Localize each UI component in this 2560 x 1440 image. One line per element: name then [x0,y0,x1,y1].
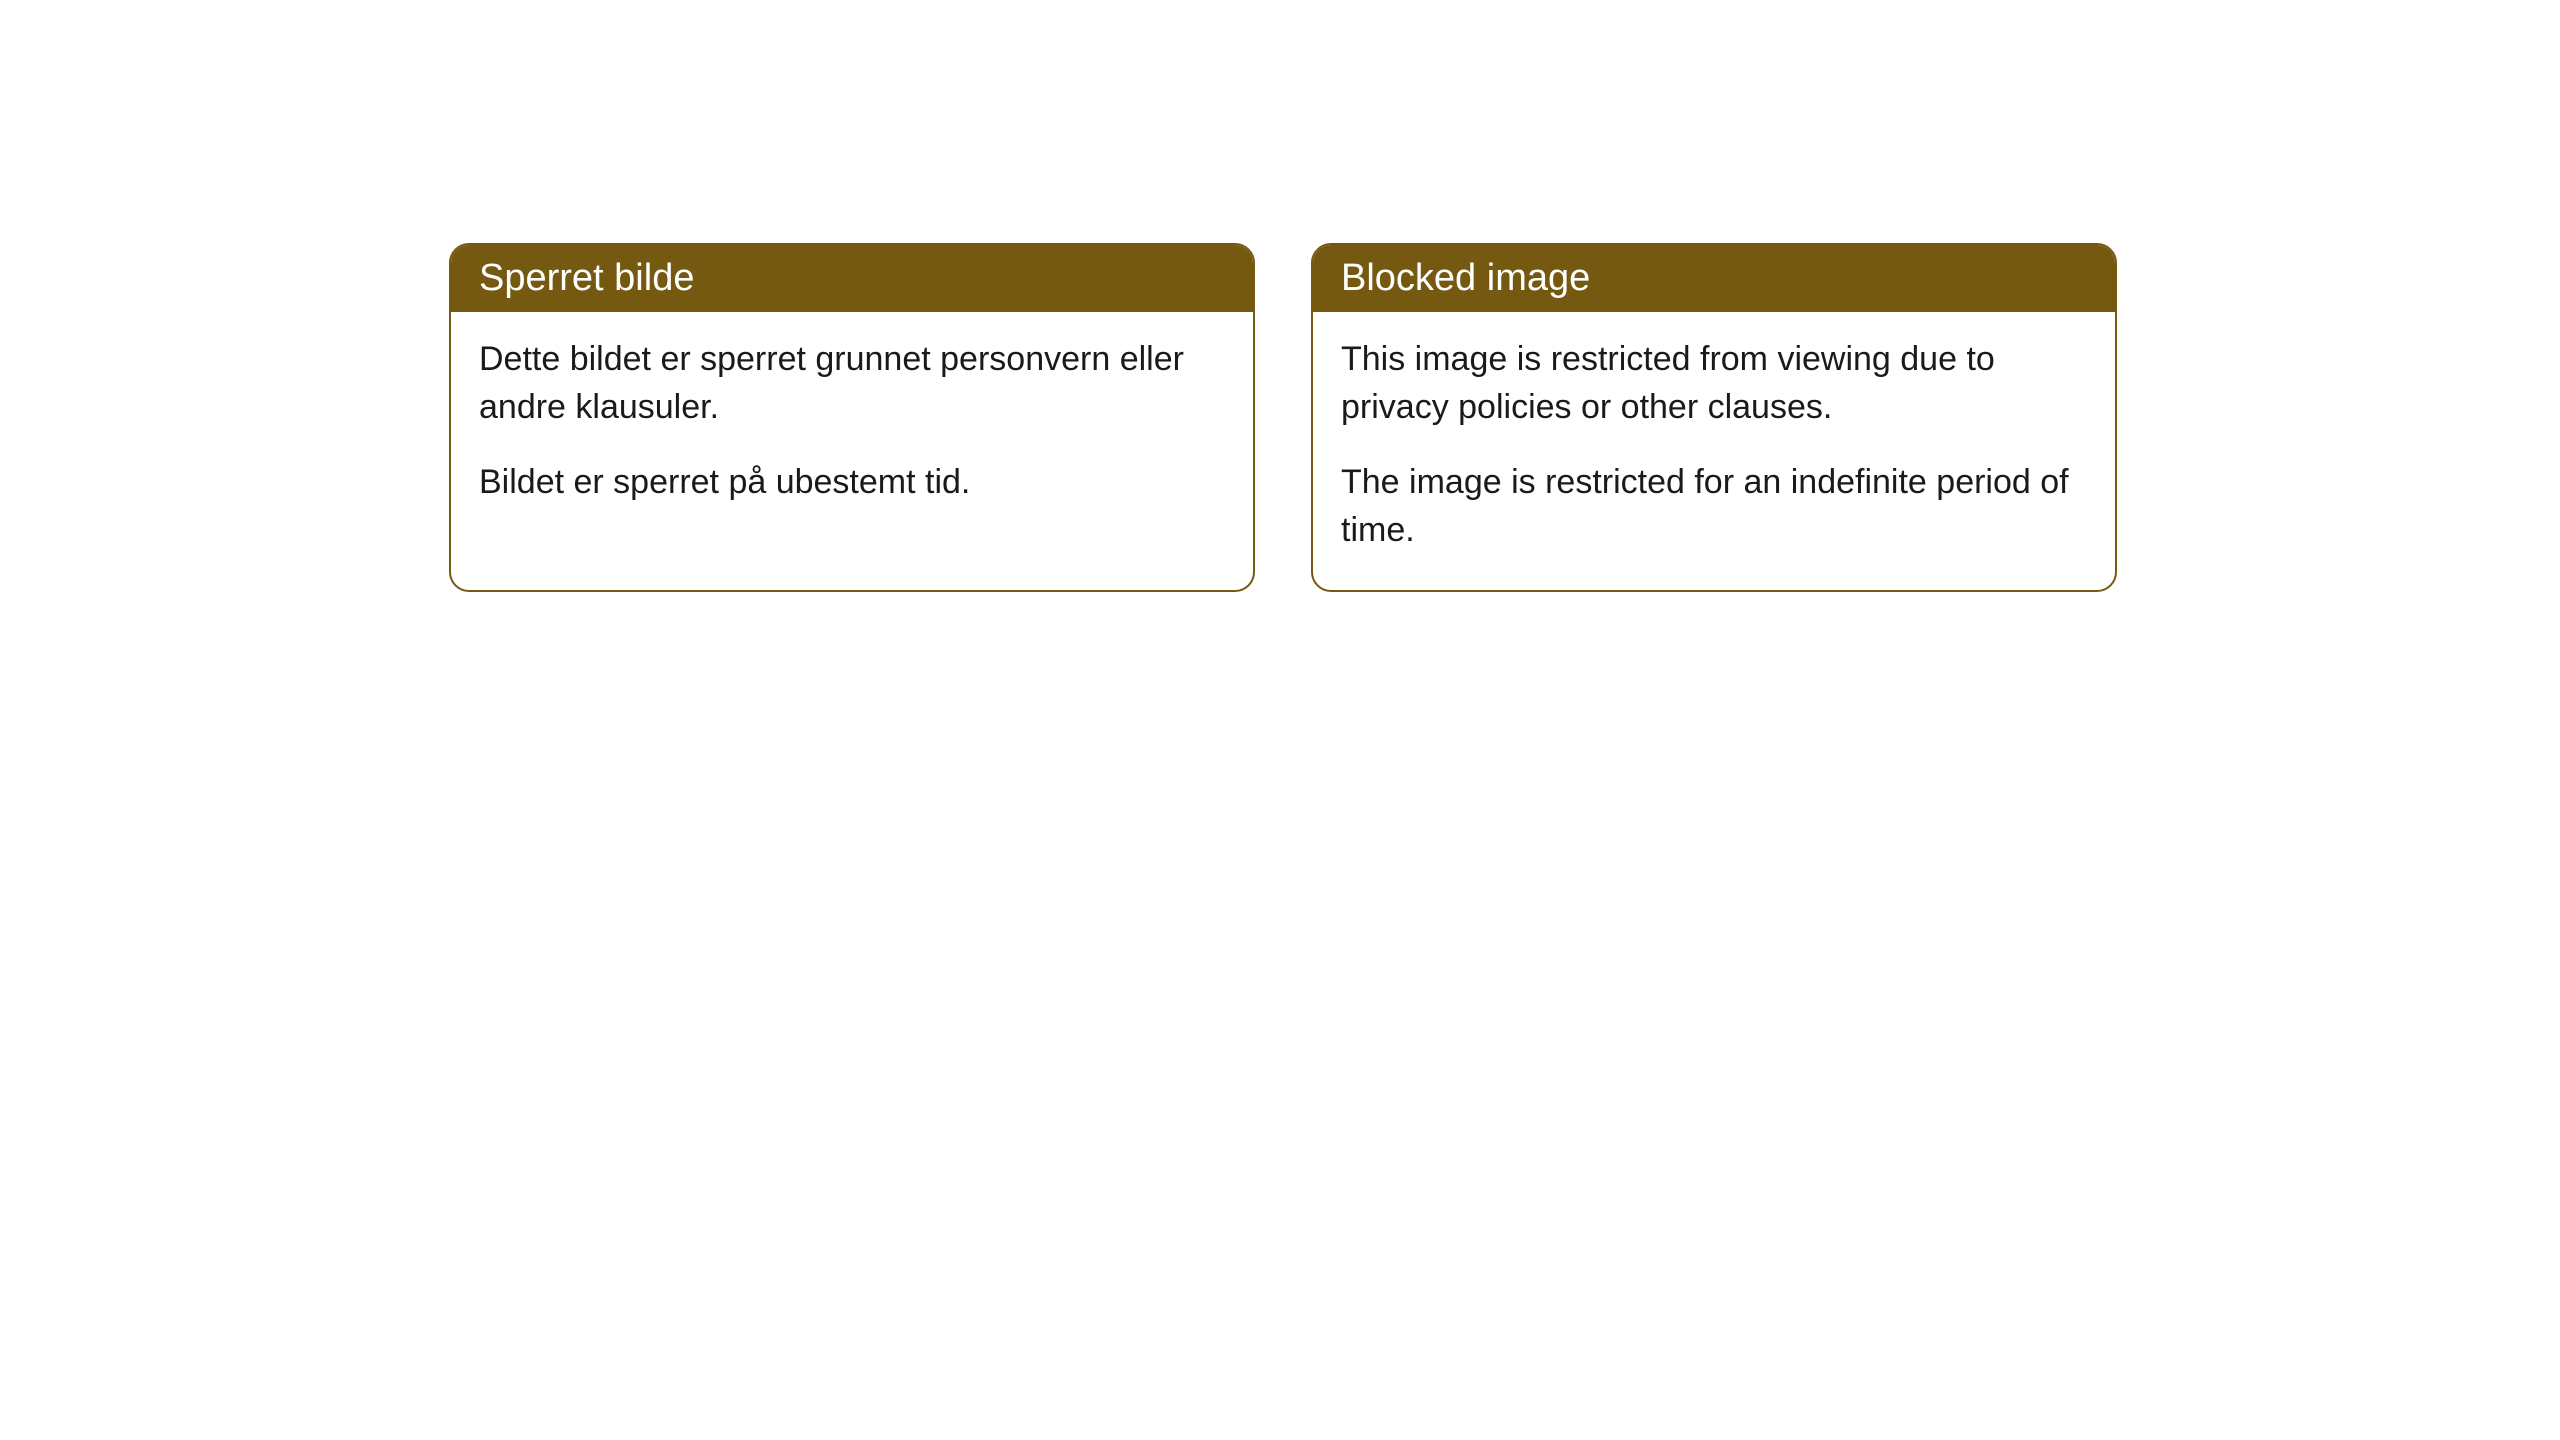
card-paragraph-1-no: Dette bildet er sperret grunnet personve… [479,336,1225,431]
blocked-image-card-no: Sperret bilde Dette bildet er sperret gr… [449,243,1255,592]
card-body-en: This image is restricted from viewing du… [1313,312,2115,590]
card-header-en: Blocked image [1313,245,2115,312]
card-paragraph-2-no: Bildet er sperret på ubestemt tid. [479,459,1225,507]
cards-container: Sperret bilde Dette bildet er sperret gr… [0,0,2560,592]
card-header-no: Sperret bilde [451,245,1253,312]
card-paragraph-1-en: This image is restricted from viewing du… [1341,336,2087,431]
card-paragraph-2-en: The image is restricted for an indefinit… [1341,459,2087,554]
blocked-image-card-en: Blocked image This image is restricted f… [1311,243,2117,592]
card-body-no: Dette bildet er sperret grunnet personve… [451,312,1253,543]
